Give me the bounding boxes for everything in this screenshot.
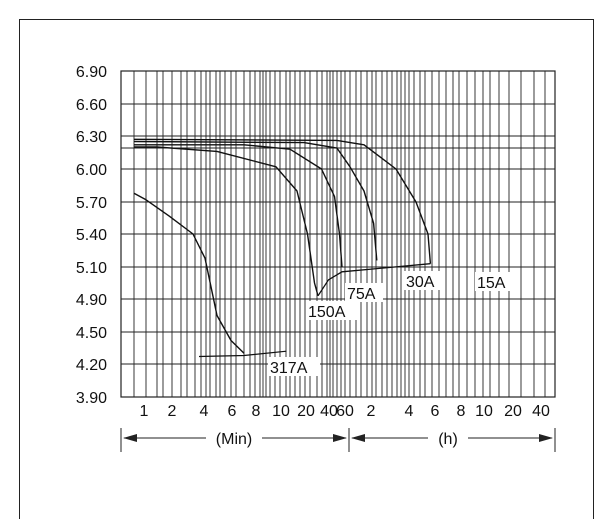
x-tick-label: 4	[200, 403, 209, 420]
y-tick-label: 6.90	[76, 64, 107, 81]
series-label-bg	[475, 272, 517, 291]
y-tick-label: 4.90	[76, 292, 107, 309]
series-label: 150A	[308, 304, 346, 321]
series-label: 15A	[477, 275, 506, 292]
x-tick-label: 6	[228, 403, 237, 420]
series-label-bg	[306, 301, 358, 320]
x-tick-label: 8	[252, 403, 261, 420]
y-tick-label: 5.70	[76, 195, 107, 212]
series-line	[134, 146, 319, 296]
x-unit-min-label: (Min)	[216, 431, 252, 448]
x-tick-label: 10	[272, 403, 290, 420]
y-tick-label: 6.60	[76, 97, 107, 114]
x-tick-label: 4	[405, 403, 414, 420]
x-tick-label: 1	[140, 403, 149, 420]
arrow-right	[539, 434, 553, 442]
x-tick-label: 40	[320, 403, 338, 420]
y-tick-label: 6.00	[76, 162, 107, 179]
end-voltage-curve	[317, 263, 431, 297]
series-label-bg	[345, 283, 383, 302]
series-line	[133, 192, 245, 354]
x-tick-label: 20	[297, 403, 315, 420]
series-line	[133, 140, 378, 261]
chart-frame	[19, 19, 594, 519]
y-tick-label: 4.20	[76, 357, 107, 374]
series-label-bg	[404, 271, 444, 290]
y-tick-label: 5.40	[76, 227, 107, 244]
x-tick-label: 40	[532, 403, 550, 420]
series-tail	[198, 350, 287, 358]
y-tick-label: 3.90	[76, 390, 107, 407]
x-tick-label: 8	[457, 403, 466, 420]
series-label: 30A	[406, 274, 435, 291]
x-tick-label: 2	[367, 403, 376, 420]
series-line	[133, 138, 432, 264]
series-label: 317A	[270, 360, 308, 377]
y-tick-label: 4.50	[76, 325, 107, 342]
series-line	[134, 144, 343, 268]
arrow-left	[123, 434, 137, 442]
y-tick-label: 5.10	[76, 260, 107, 277]
arrow-right	[333, 434, 347, 442]
x-tick-label: 6	[431, 403, 440, 420]
x-tick-label: 10	[475, 403, 493, 420]
x-tick-label: 2	[168, 403, 177, 420]
x-tick-label: 20	[504, 403, 522, 420]
series-label: 75A	[347, 286, 376, 303]
arrow-left	[351, 434, 365, 442]
series-label-bg	[268, 357, 320, 376]
y-tick-label: 6.30	[76, 129, 107, 146]
x-tick-label: 60	[336, 403, 354, 420]
x-unit-h-label: (h)	[438, 431, 458, 448]
